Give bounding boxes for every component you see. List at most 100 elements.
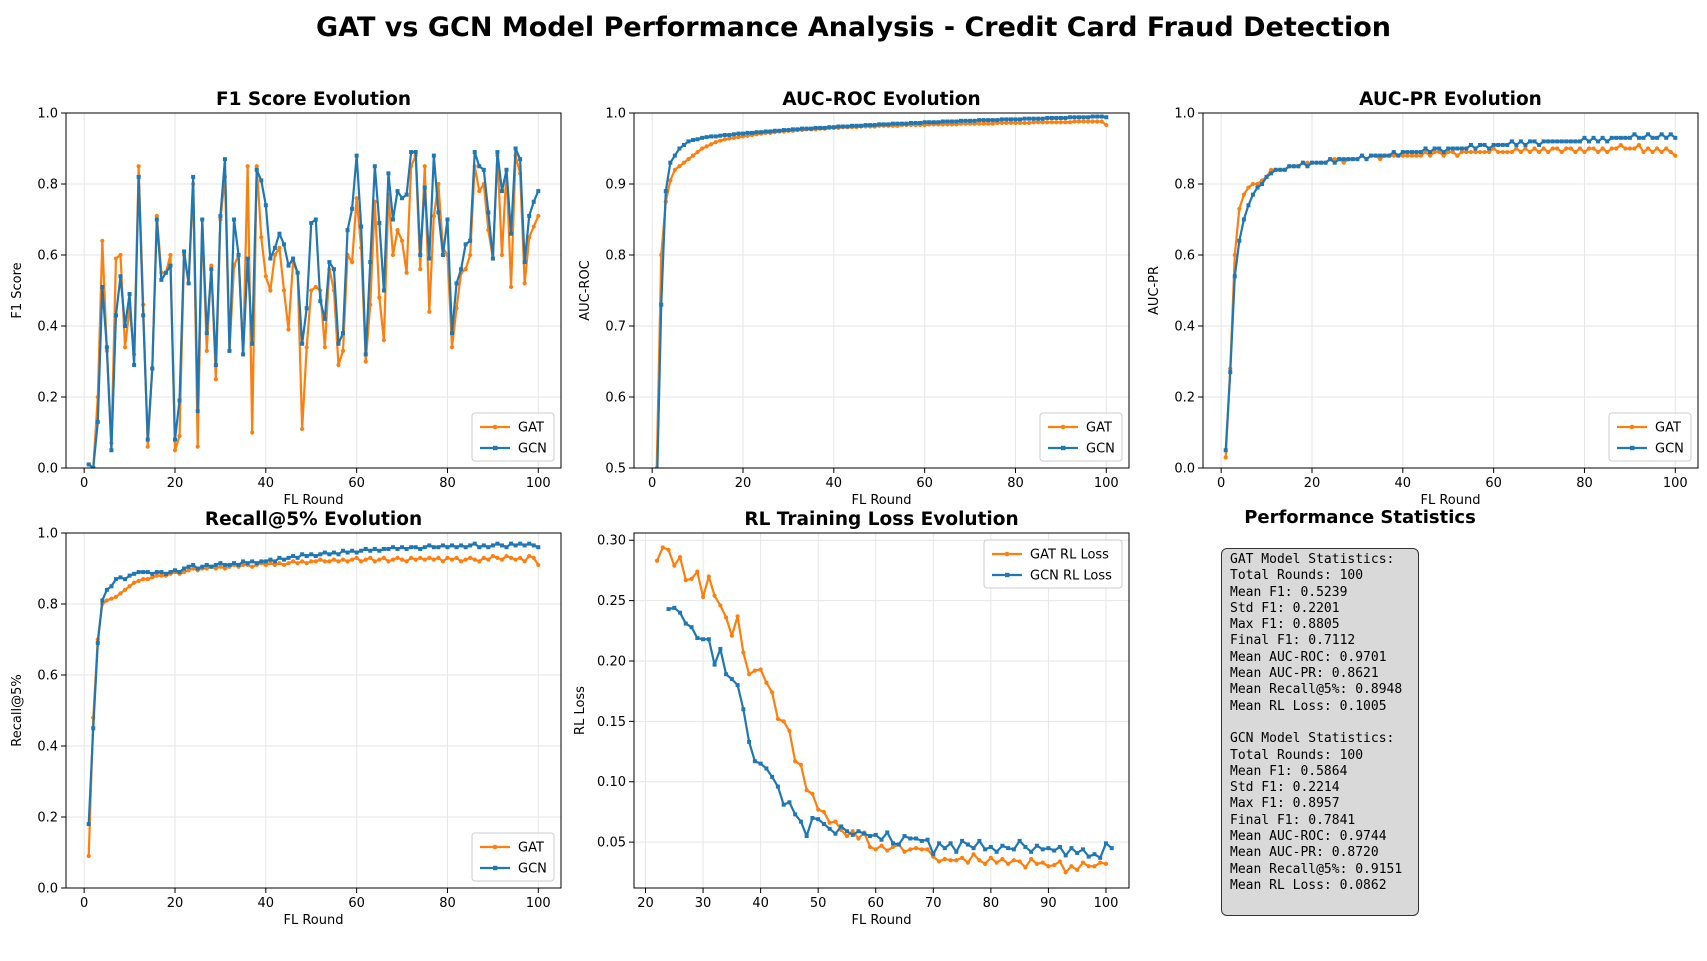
data-point (1646, 132, 1651, 137)
data-point (881, 122, 886, 127)
data-point (809, 127, 814, 132)
x-tick-label: 80 (439, 896, 456, 911)
data-point (1405, 150, 1410, 155)
data-point (822, 125, 827, 130)
data-point (363, 359, 368, 364)
data-point (232, 217, 237, 222)
data-point (1650, 149, 1655, 155)
data-point (368, 302, 373, 307)
data-point (245, 164, 250, 169)
data-point (1423, 146, 1428, 151)
data-point (254, 164, 259, 169)
y-tick-label: 1.0 (605, 107, 626, 122)
data-point (672, 153, 677, 158)
data-point (431, 153, 436, 158)
x-tick-label: 80 (1576, 476, 1593, 491)
data-point (981, 121, 986, 126)
data-point (486, 228, 491, 233)
data-point (445, 217, 450, 222)
data-point (1355, 157, 1360, 162)
data-point (1368, 153, 1374, 158)
data-point (1346, 157, 1351, 162)
data-point (477, 559, 482, 564)
data-point (91, 715, 96, 720)
data-point (499, 189, 504, 194)
data-point (409, 150, 414, 155)
stats-line: GAT Model Statistics: (1230, 552, 1395, 567)
data-point (758, 761, 763, 766)
data-point (752, 759, 757, 764)
data-point (972, 118, 977, 123)
data-point (336, 341, 341, 346)
data-point (172, 437, 177, 442)
data-point (363, 546, 368, 551)
data-point (331, 550, 336, 555)
data-point (922, 120, 927, 125)
data-point (182, 249, 187, 254)
data-point (372, 199, 377, 204)
x-tick-label: 20 (167, 476, 184, 491)
data-point (204, 562, 209, 567)
data-point (181, 569, 187, 575)
x-tick-label: 90 (1040, 896, 1057, 911)
series-gcn (86, 146, 541, 468)
data-point (681, 160, 687, 165)
legend-frame (983, 539, 1123, 589)
data-point (486, 545, 491, 550)
data-point (770, 690, 775, 695)
y-axis-label: AUC-ROC (578, 260, 593, 321)
axes-frame (633, 112, 1130, 469)
data-point (913, 120, 918, 125)
data-point (104, 587, 109, 592)
data-point (890, 844, 896, 850)
data-point (1527, 149, 1533, 155)
data-point (827, 820, 832, 825)
data-point (390, 557, 396, 562)
legend-label: GAT (518, 421, 544, 436)
data-point (899, 121, 904, 126)
data-point (1518, 139, 1523, 144)
data-point (781, 129, 786, 134)
data-point (899, 122, 905, 128)
data-point (945, 119, 950, 124)
data-point (495, 555, 500, 560)
data-point (518, 541, 523, 546)
data-point (958, 121, 964, 126)
data-point (218, 217, 223, 222)
data-point (770, 774, 775, 779)
data-point (340, 348, 346, 353)
data-point (659, 252, 664, 258)
data-point (1040, 116, 1045, 121)
legend-swatch-marker (1630, 445, 1635, 451)
x-tick-label: 40 (752, 896, 769, 911)
data-point (450, 543, 455, 548)
data-point (395, 546, 400, 551)
data-point (477, 189, 482, 194)
data-point (136, 164, 141, 169)
data-point (445, 545, 450, 550)
data-point (141, 313, 146, 318)
data-point (994, 849, 999, 854)
data-point (118, 575, 123, 580)
stats-line: Mean Recall@5%: 0.8948 (1230, 682, 1403, 698)
data-point (309, 288, 314, 293)
x-tick-label: 60 (348, 896, 365, 911)
data-point (937, 841, 942, 846)
data-point (1086, 119, 1091, 124)
data-point (181, 252, 187, 258)
x-tick-label: 0 (80, 476, 88, 491)
data-point (195, 409, 200, 414)
x-tick-label: 60 (1485, 476, 1502, 491)
data-point (1077, 115, 1082, 120)
data-point (1605, 139, 1610, 144)
data-point (963, 118, 968, 123)
data-point (231, 562, 237, 568)
data-point (1414, 153, 1419, 158)
data-point (986, 121, 991, 126)
data-point (1618, 135, 1623, 140)
data-point (241, 352, 246, 357)
data-point (1564, 146, 1569, 151)
data-point (988, 855, 993, 860)
data-point (1049, 115, 1054, 120)
